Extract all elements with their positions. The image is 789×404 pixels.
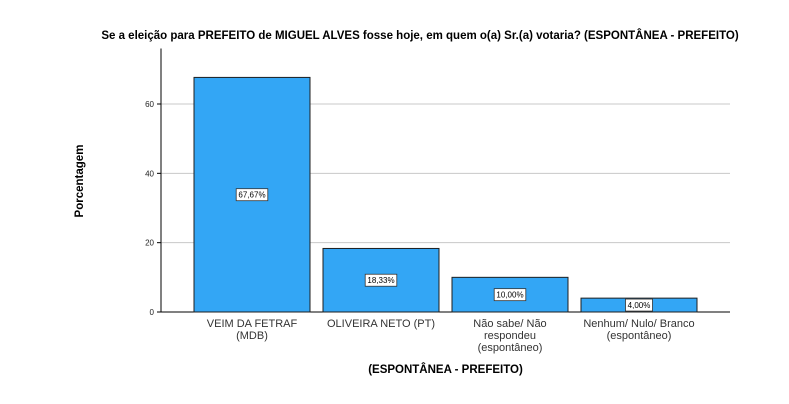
y-tick-label: 0 — [150, 308, 155, 317]
y-tick-label: 20 — [145, 239, 154, 248]
x-tick-label: Nenhum/ Nulo/ Branco — [583, 318, 694, 330]
x-tick-label: (MDB) — [236, 330, 268, 342]
chart-title: Se a eleição para PREFEITO de MIGUEL ALV… — [101, 30, 739, 42]
data-label-box — [625, 298, 653, 312]
data-label: 4,00% — [628, 301, 651, 310]
x-tick-label: VEIM DA FETRAF — [207, 318, 298, 330]
data-label-box — [364, 273, 398, 287]
data-label: 18,33% — [367, 276, 394, 285]
x-tick-label: (espontâneo) — [478, 342, 543, 354]
x-tick-label: respondeu — [484, 330, 536, 342]
x-tick-label: OLIVEIRA NETO (PT) — [327, 318, 435, 330]
data-label: 10,00% — [496, 291, 523, 300]
x-axis-label: (ESPONTÂNEA - PREFEITO) — [368, 364, 523, 376]
data-label-box — [493, 288, 527, 302]
y-tick-label: 60 — [145, 100, 154, 109]
x-tick-label: (espontâneo) — [607, 330, 672, 342]
data-label-box — [235, 188, 269, 202]
x-tick-label: Não sabe/ Não — [473, 318, 546, 330]
y-tick-label: 40 — [145, 169, 154, 178]
data-label: 67,67% — [238, 191, 265, 200]
